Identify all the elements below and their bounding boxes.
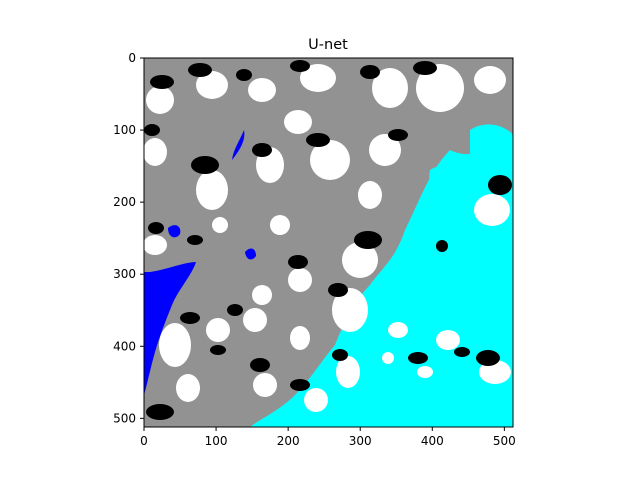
blue-patch-2 <box>232 130 245 160</box>
cyan-patch-upper <box>470 124 513 177</box>
y-tick-label: 0 <box>128 51 136 65</box>
white-regions <box>144 64 511 412</box>
y-tick-label: 100 <box>113 123 136 137</box>
black-regions <box>144 60 512 420</box>
blue-region-left <box>144 262 196 395</box>
x-tick-label: 500 <box>493 434 516 448</box>
plot-area: 0 100 200 300 400 500 0 100 200 300 400 500 <box>113 51 516 448</box>
cyan-region <box>250 140 513 427</box>
y-tick-label: 200 <box>113 195 136 209</box>
plot-frame <box>143 57 514 428</box>
x-tick-label: 0 <box>140 434 148 448</box>
x-tick-label: 300 <box>349 434 372 448</box>
y-tick-label: 300 <box>113 267 136 281</box>
x-tick-label: 400 <box>421 434 444 448</box>
x-tick-label: 100 <box>205 434 228 448</box>
x-axis: 0 100 200 300 400 500 <box>140 427 516 448</box>
y-axis: 0 100 200 300 400 500 <box>113 51 144 425</box>
cyan-patch-mid <box>429 165 475 202</box>
blue-patch-3 <box>245 248 256 260</box>
x-tick-label: 200 <box>277 434 300 448</box>
blue-patch-1 <box>168 225 181 238</box>
chart-title: U-net <box>308 37 348 53</box>
y-tick-label: 400 <box>113 339 136 353</box>
y-tick-label: 500 <box>113 411 136 425</box>
